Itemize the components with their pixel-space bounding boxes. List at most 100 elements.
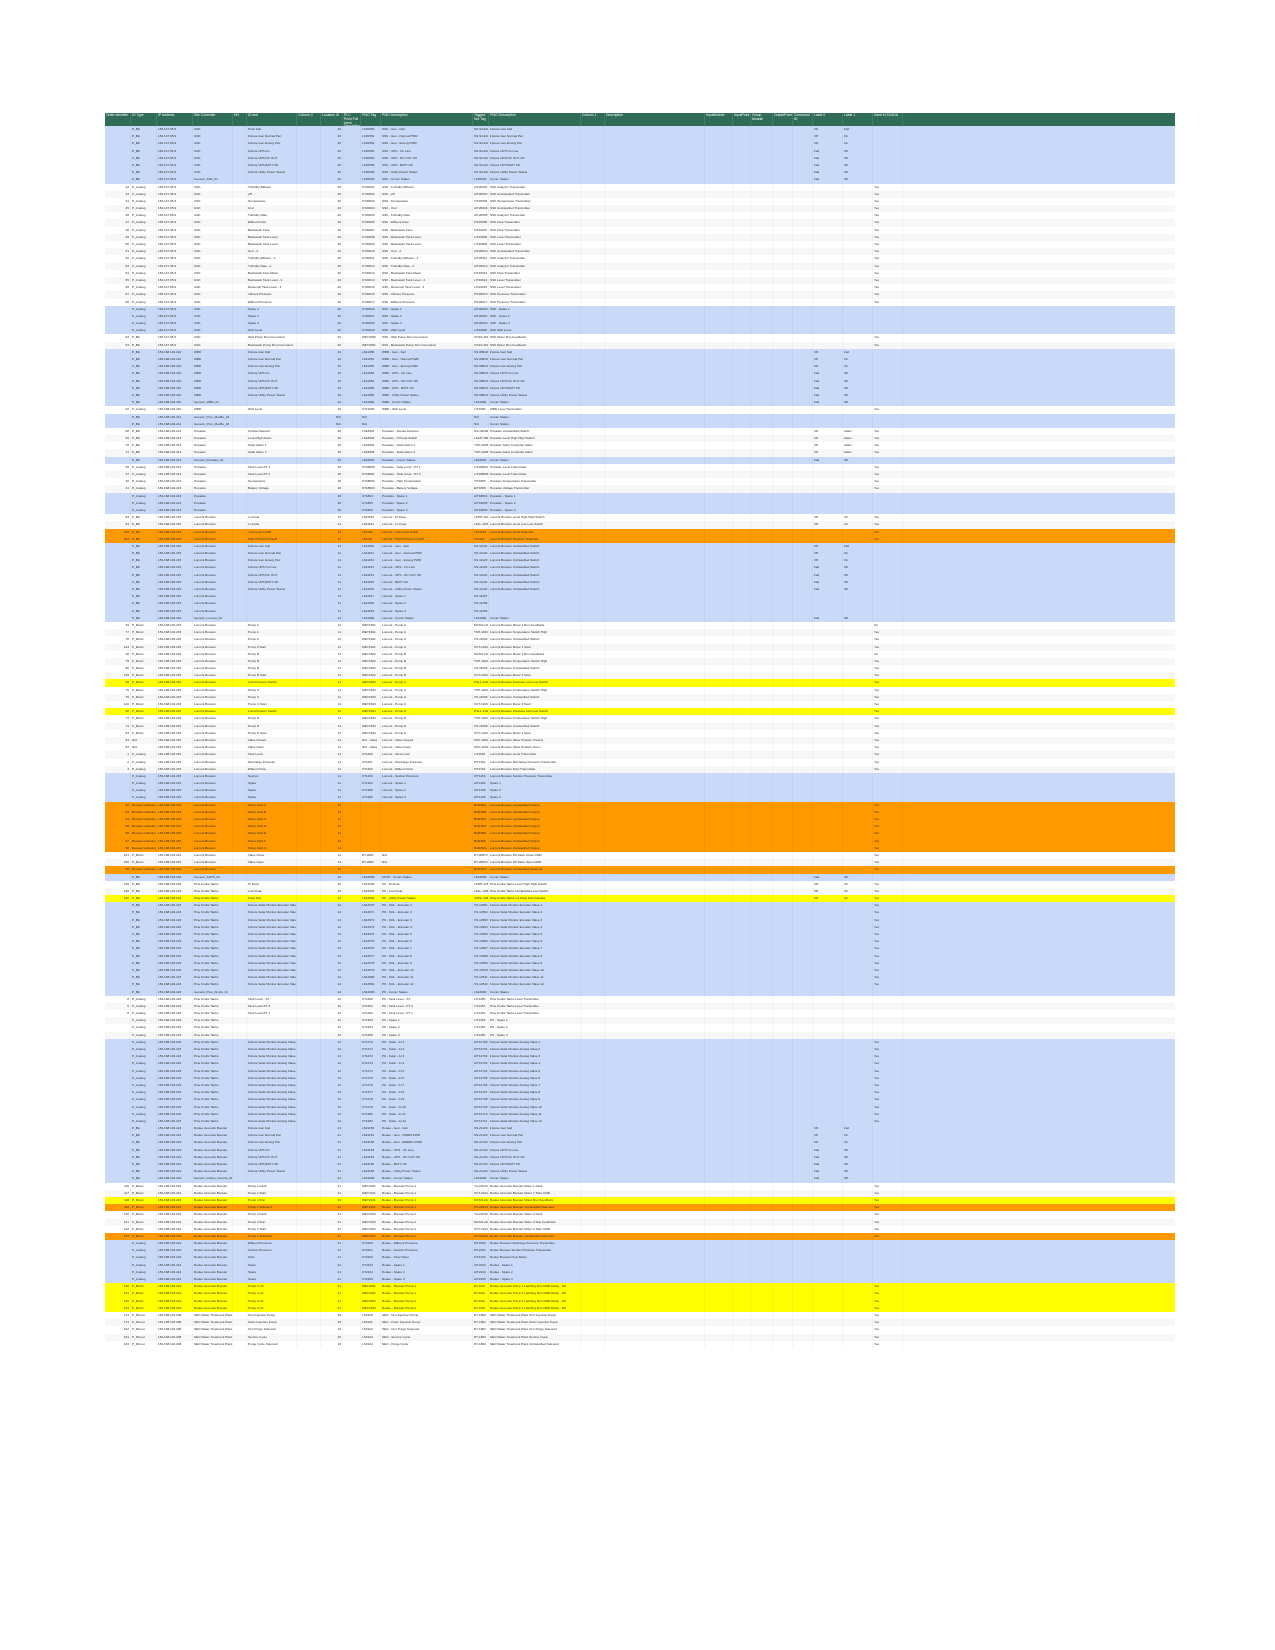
table-cell[interactable] xyxy=(843,859,873,867)
table-cell[interactable]: 152.168.102.215 xyxy=(157,701,193,709)
table-cell[interactable]: P_DCout xyxy=(131,1333,157,1341)
table-cell[interactable]: 12 xyxy=(321,995,343,1003)
table-cell[interactable] xyxy=(843,643,873,651)
table-cell[interactable]: LS11054 xyxy=(361,377,381,385)
table-cell[interactable]: Lomont Booster Unclassified Switch xyxy=(489,571,581,579)
table-row[interactable]: 119 P_Motor 152.168.102.224 Rodeo Grounds B… xyxy=(105,1204,1175,1212)
table-cell[interactable]: P_Bin xyxy=(131,873,157,881)
table-cell[interactable]: Off xyxy=(813,557,843,565)
table-cell[interactable] xyxy=(343,938,361,946)
table-cell[interactable]: SS-WB120 xyxy=(473,377,489,385)
table-cell[interactable]: OK xyxy=(813,542,843,551)
table-cell[interactable] xyxy=(581,291,605,299)
table-row[interactable]: P_Analog 152.168.102.213 Pocasko 18 KT1804 Po… xyxy=(105,492,1175,500)
table-cell[interactable]: 20 xyxy=(321,183,343,191)
table-cell[interactable]: 12 xyxy=(321,945,343,953)
table-cell[interactable] xyxy=(751,765,773,773)
table-cell[interactable]: Lomont Booster Pressure Low Low Switch xyxy=(489,679,581,687)
table-cell[interactable]: LS21155 xyxy=(361,1161,381,1169)
table-cell[interactable] xyxy=(105,909,131,917)
table-cell[interactable]: 18 xyxy=(321,456,343,464)
table-cell[interactable]: 152.168.102.223 xyxy=(157,916,193,924)
table-cell[interactable]: 152.168.102.213 xyxy=(157,427,193,436)
table-cell[interactable] xyxy=(773,636,793,644)
table-cell[interactable] xyxy=(233,722,247,730)
table-cell[interactable] xyxy=(233,435,247,443)
table-cell[interactable]: P_Bin xyxy=(131,521,157,529)
table-cell[interactable]: PK - Tank Level - PT 3 xyxy=(381,1002,473,1011)
table-cell[interactable] xyxy=(793,1053,813,1061)
table-cell[interactable]: Lomont Booster Motor 2 Run Feedback xyxy=(489,650,581,658)
table-cell[interactable] xyxy=(233,1024,247,1032)
table-cell[interactable] xyxy=(793,902,813,910)
table-cell[interactable]: KT2102 xyxy=(361,1254,381,1262)
table-cell[interactable]: LS11152 xyxy=(361,557,381,565)
table-cell[interactable] xyxy=(233,1096,247,1104)
table-cell[interactable]: P_Bin xyxy=(131,176,157,184)
table-cell[interactable]: SSK - CL2 xyxy=(381,205,473,213)
table-cell[interactable]: 21 xyxy=(321,1276,343,1284)
table-cell[interactable] xyxy=(733,384,751,392)
table-cell[interactable]: P_Bin xyxy=(131,154,157,162)
table-cell[interactable] xyxy=(605,348,705,356)
table-cell[interactable] xyxy=(733,320,751,328)
table-cell[interactable] xyxy=(773,909,793,917)
table-cell[interactable] xyxy=(247,614,297,622)
table-cell[interactable]: KT1280 xyxy=(361,1110,381,1118)
table-cell[interactable] xyxy=(751,938,773,946)
table-cell[interactable] xyxy=(843,1067,873,1075)
table-cell[interactable]: OK xyxy=(843,377,873,385)
table-cell[interactable] xyxy=(733,334,751,342)
table-cell[interactable] xyxy=(773,794,793,802)
table-cell[interactable] xyxy=(873,356,903,364)
table-cell[interactable]: Influent Pressure xyxy=(247,291,297,299)
table-cell[interactable]: Rodeo Grounds Pump 2 Latching Run CMD Re… xyxy=(489,1297,581,1305)
table-cell[interactable]: Fixture Solar Monitor Analog Value 9 xyxy=(247,1096,297,1104)
table-cell[interactable] xyxy=(605,212,705,220)
table-cell[interactable] xyxy=(705,715,733,723)
table-cell[interactable] xyxy=(751,456,773,464)
table-cell[interactable]: Solar Alarm 2 xyxy=(247,449,297,457)
table-cell[interactable] xyxy=(361,801,381,809)
table-cell[interactable]: WBD - Comm Status xyxy=(381,399,473,407)
table-cell[interactable] xyxy=(773,801,793,809)
table-cell[interactable]: P_Motor xyxy=(131,650,157,658)
table-cell[interactable]: On xyxy=(843,514,873,522)
table-cell[interactable]: P_Motor xyxy=(131,1232,157,1241)
table-cell[interactable]: LS18901 xyxy=(361,427,381,436)
table-cell[interactable]: On xyxy=(843,887,873,896)
table-cell[interactable]: Yes xyxy=(873,808,903,816)
table-cell[interactable] xyxy=(343,233,361,241)
table-cell[interactable] xyxy=(605,420,705,428)
table-cell[interactable] xyxy=(843,679,873,687)
table-row[interactable]: P_Analog 152.168.102.223 Pine Knolls Tanks… xyxy=(105,1074,1175,1082)
table-cell[interactable]: 154.147.95.9 xyxy=(157,341,193,349)
table-cell[interactable] xyxy=(751,478,773,486)
table-cell[interactable] xyxy=(605,133,705,141)
table-cell[interactable] xyxy=(297,887,321,896)
table-cell[interactable] xyxy=(581,672,605,680)
table-cell[interactable] xyxy=(773,751,793,759)
table-cell[interactable]: Rodeo Grounds Booster xyxy=(193,1204,233,1212)
table-cell[interactable]: Fixture Utility Power Status xyxy=(489,1168,581,1176)
table-cell[interactable] xyxy=(581,887,605,896)
table-cell[interactable] xyxy=(297,514,321,522)
table-cell[interactable]: P_Bin xyxy=(131,966,157,975)
table-cell[interactable] xyxy=(705,485,733,493)
table-cell[interactable] xyxy=(233,190,247,198)
table-row[interactable]: P_Analog 154.147.95.9 GSK Well Level 20 KT200… xyxy=(105,327,1175,335)
table-cell[interactable] xyxy=(733,736,751,745)
table-cell[interactable]: 152.168.102.210 xyxy=(157,356,193,364)
table-cell[interactable]: P_Analog xyxy=(131,1247,157,1255)
table-cell[interactable]: RY11BO xyxy=(361,859,381,867)
table-cell[interactable] xyxy=(297,1204,321,1212)
table-cell[interactable] xyxy=(773,1081,793,1090)
table-cell[interactable]: Fail xyxy=(813,370,843,378)
table-cell[interactable] xyxy=(843,772,873,781)
table-cell[interactable]: RY-K2A xyxy=(473,1290,489,1298)
table-cell[interactable] xyxy=(343,586,361,594)
table-row[interactable]: P_Analog 152.168.102.223 Pine Knolls Tanks… xyxy=(105,1089,1175,1097)
table-cell[interactable] xyxy=(813,219,843,227)
table-cell[interactable] xyxy=(233,1196,247,1205)
table-cell[interactable] xyxy=(233,1002,247,1011)
